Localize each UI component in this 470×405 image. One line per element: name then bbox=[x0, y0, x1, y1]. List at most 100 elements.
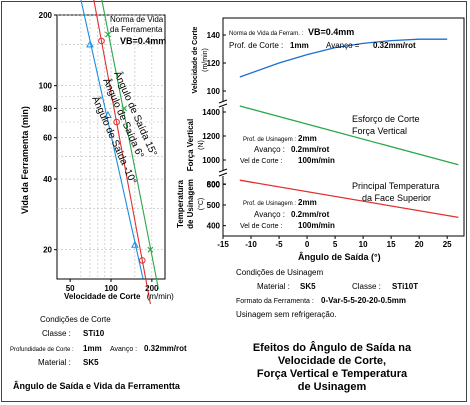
left-series-points bbox=[86, 31, 154, 264]
right-y-tick-label: 1400 bbox=[202, 108, 220, 117]
panel2-y-label-2: (N) bbox=[198, 140, 205, 150]
right-x-tick-label: -5 bbox=[275, 240, 283, 249]
right-series-line-3 bbox=[239, 179, 459, 219]
left-x-tick-label: 200 bbox=[145, 284, 159, 293]
right-plot-area bbox=[222, 17, 465, 237]
right-cond-note: Usinagem sem refrigeração. bbox=[236, 310, 336, 319]
right-caption-4: de Usinagem bbox=[298, 381, 367, 393]
left-cond-depth-value: 1mm bbox=[83, 344, 102, 353]
panel2-depth-label: Prof. de Usinagem : bbox=[243, 137, 296, 143]
right-y-tick-label: 140 bbox=[207, 31, 221, 40]
panel1-y-label-1: Velocidade de Corte bbox=[192, 26, 199, 93]
left-x-axis-unit: (m/min) bbox=[147, 292, 174, 301]
left-cond-class-value: STi10 bbox=[83, 329, 105, 338]
right-x-tick-label: -15 bbox=[217, 240, 229, 249]
left-cond-feed-value: 0.32mm/rot bbox=[144, 344, 187, 353]
left-cond-feed-label: Avanço : bbox=[110, 346, 137, 353]
right-y-tick-label: 600 bbox=[207, 180, 221, 189]
panel1-depth-label: Prof. de Corte : bbox=[229, 41, 283, 50]
right-y-tick-label: 120 bbox=[207, 59, 221, 68]
panel2-series-2: Força Vertical bbox=[352, 126, 407, 136]
left-y-tick-label: 80 bbox=[43, 104, 52, 113]
panel2-series-1: Esforço de Corte bbox=[352, 114, 420, 124]
right-x-tick-label: 20 bbox=[415, 240, 424, 249]
left-data-point-x bbox=[105, 31, 111, 38]
left-legend-title-1: Norma de Vida bbox=[110, 15, 164, 24]
right-cond-class-value: STi10T bbox=[392, 282, 418, 291]
left-caption: Ângulo de Saída e Vida da Ferramentta bbox=[13, 380, 181, 391]
left-x-tick-label: 100 bbox=[104, 284, 118, 293]
panel3-feed-label: Avanço : bbox=[254, 210, 285, 219]
left-data-point-x bbox=[147, 246, 154, 253]
right-cond-material-label: Material : bbox=[257, 282, 290, 291]
left-y-tick-label: 20 bbox=[43, 246, 52, 255]
left-y-tick-label: 40 bbox=[43, 175, 52, 184]
panel1-note-label: Norma de Vida da Ferram. : bbox=[229, 31, 304, 37]
left-data-point-circle bbox=[138, 257, 146, 264]
right-y-tick-label: 1000 bbox=[202, 156, 220, 165]
left-data-point-triangle bbox=[104, 110, 112, 118]
panel3-y-label-3: (°C) bbox=[197, 198, 205, 211]
right-x-axis-label: Ângulo de Saída (°) bbox=[298, 251, 381, 262]
left-x-axis-label-text: Velocidade de Corte bbox=[64, 292, 141, 301]
right-x-tick-label: 0 bbox=[305, 240, 310, 249]
panel3-y-label-2: de Usinagem bbox=[186, 179, 195, 229]
left-cond-title: Condições de Corte bbox=[40, 315, 111, 324]
right-y-tick-label: 400 bbox=[207, 222, 221, 231]
left-cond-material-label: Material : bbox=[38, 358, 71, 367]
left-grid bbox=[57, 14, 165, 279]
panel1-feed-label: Avanço = bbox=[326, 41, 360, 50]
left-cond-material-value: SK5 bbox=[83, 358, 99, 367]
right-y-tick-label: 500 bbox=[207, 201, 221, 210]
panel1-y-label-2: (m/min) bbox=[202, 48, 209, 72]
left-data-point-triangle bbox=[86, 40, 94, 48]
panel3-y-label-1: Temperatura bbox=[176, 180, 185, 228]
left-y-tick-label: 200 bbox=[39, 11, 53, 20]
left-x-axis-label: Velocidade de Corte (m/min) bbox=[64, 292, 174, 301]
right-y-tick-label: 1200 bbox=[202, 132, 220, 141]
right-cond-class-label: Classe : bbox=[352, 282, 381, 291]
left-data-point-triangle bbox=[131, 240, 139, 248]
left-y-axis-label: Vida da Ferramenta (min) bbox=[20, 106, 30, 214]
right-x-tick-label: 10 bbox=[359, 240, 368, 249]
panel3-depth-label: Prof. de Usinagem : bbox=[243, 201, 296, 207]
panel2-feed-value: 0.2mm/rot bbox=[291, 145, 330, 154]
right-series-line-1 bbox=[239, 38, 448, 78]
right-y-tick-label: 100 bbox=[207, 87, 221, 96]
right-ticks: -15 -10 -5 0 5 10 15 20 25 140 120 100 1400 1200 1000 8… bbox=[202, 31, 452, 249]
panel1-note-vb: VB=0.4mm bbox=[308, 27, 354, 37]
left-y-tick-label: 100 bbox=[39, 82, 53, 91]
right-cond-material-value: SK5 bbox=[300, 282, 316, 291]
panel2-speed-label: Vel de Corte : bbox=[240, 158, 282, 165]
left-y-tick-label: 60 bbox=[43, 134, 52, 143]
panel3-feed-value: 0.2mm/rot bbox=[291, 210, 330, 219]
left-legend-title-2: da Ferramenta bbox=[110, 25, 163, 34]
right-cond-format-value: 0-Var-5-5-20-20-0.5mm bbox=[321, 296, 406, 305]
right-caption-1: Efeitos do Ângulo de Saída na bbox=[253, 341, 412, 354]
panel1-feed-value: 0.32mm/rot bbox=[373, 41, 416, 50]
left-cond-depth-label: Profundidade de Corte : bbox=[10, 347, 74, 353]
left-cond-class-label: Classe : bbox=[42, 329, 71, 338]
right-caption-3: Força Vertical e Temperatura bbox=[257, 368, 408, 380]
panel1-depth-value: 1mm bbox=[290, 41, 309, 50]
panel2-feed-label: Avanço : bbox=[254, 145, 285, 154]
right-series-lines bbox=[239, 38, 459, 219]
left-series-lines bbox=[80, 0, 160, 305]
left-series-line bbox=[80, 0, 144, 279]
panel3-depth-value: 2mm bbox=[298, 198, 317, 207]
right-x-tick-label: 25 bbox=[443, 240, 452, 249]
panel3-speed-label: Vel de Corte : bbox=[240, 223, 282, 230]
right-x-tick-label: -10 bbox=[245, 240, 257, 249]
right-x-tick-label: 5 bbox=[333, 240, 338, 249]
left-chart: 200 100 80 60 40 20 50 100 200 Vida da Ferramen… bbox=[10, 0, 187, 391]
left-x-tick-label: 50 bbox=[66, 284, 75, 293]
right-series-line-2 bbox=[239, 105, 459, 166]
right-chart: -15 -10 -5 0 5 10 15 20 25 140 120 100 1400 1200 1000 8… bbox=[176, 17, 465, 393]
panel3-series-2: da Face Superior bbox=[362, 193, 431, 203]
panel3-speed-value: 100m/min bbox=[298, 221, 335, 230]
axis-break-2 bbox=[218, 168, 228, 177]
left-data-point-circle bbox=[98, 37, 105, 45]
panel3-series-1: Principal Temperatura bbox=[352, 181, 439, 191]
panel2-y-label-1: Força Vertical bbox=[186, 119, 195, 171]
